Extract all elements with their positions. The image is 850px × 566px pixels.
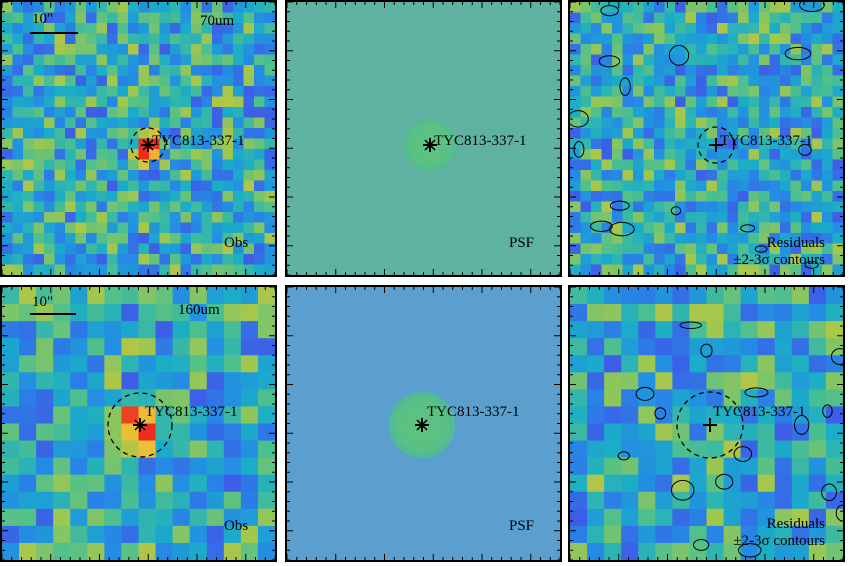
image-psf-70um: [287, 2, 560, 275]
aperture-circle: [130, 127, 166, 163]
pixel-map: [2, 287, 275, 560]
panel-label: Obs: [224, 235, 249, 251]
source-label: TYC813-337-1: [720, 133, 813, 149]
axis-ticks: [287, 2, 560, 275]
panel-res-70um: TYC813-337-1 Residuals ±2-3σ contours: [568, 0, 845, 277]
panel-label-line1: Residuals: [766, 235, 825, 251]
source-label: TYC813-337-1: [713, 404, 806, 420]
source-star-icon: [133, 418, 147, 432]
image-res-160um: [570, 287, 843, 560]
source-label: TYC813-337-1: [145, 404, 238, 420]
aperture-circle: [697, 126, 735, 164]
axis-ticks: [570, 287, 843, 560]
image-psf-160um: [287, 287, 560, 560]
aperture-circle: [107, 392, 173, 458]
pixel-map: [570, 287, 843, 560]
image-res-70um: [570, 2, 843, 275]
axis-ticks: [2, 2, 275, 275]
source-label: TYC813-337-1: [427, 404, 520, 420]
pixel-map: [570, 2, 843, 275]
panel-res-160um: TYC813-337-1 Residuals ±2-3σ contours: [568, 285, 845, 562]
pixel-map: [2, 2, 275, 275]
axis-ticks: [570, 2, 843, 275]
axis-ticks: [2, 287, 275, 560]
scale-label: 10": [32, 294, 54, 310]
panel-psf-70um: TYC813-337-1 PSF: [285, 0, 562, 277]
wavelength-label: 160um: [178, 302, 220, 318]
source-star-icon: [415, 418, 429, 432]
image-obs-70um: [2, 2, 275, 275]
panel-label-line2: ±2-3σ contours: [733, 533, 825, 549]
source-star-icon: [141, 138, 155, 152]
source-cross-icon: [703, 418, 717, 432]
panel-obs-160um: 10" 160um TYC813-337-1 Obs: [0, 285, 277, 562]
source-cross-icon: [709, 138, 723, 152]
panel-psf-160um: TYC813-337-1 PSF: [285, 285, 562, 562]
panel-label-line1: Residuals: [766, 516, 825, 532]
residual-contours: [570, 2, 825, 269]
aperture-circle: [676, 391, 744, 459]
source-label: TYC813-337-1: [152, 133, 245, 149]
wavelength-label: 70um: [200, 13, 235, 29]
panel-label: PSF: [509, 235, 535, 251]
panel-label: Obs: [224, 518, 249, 534]
source-star-icon: [423, 138, 437, 152]
scale-bar: [30, 32, 78, 34]
panel-label-line2: ±2-3σ contours: [733, 252, 825, 268]
image-obs-160um: [2, 287, 275, 560]
source-label: TYC813-337-1: [434, 133, 527, 149]
panel-obs-70um: 10" 70um TYC813-337-1 Obs: [0, 0, 277, 277]
scale-label: 10": [32, 11, 54, 27]
scale-bar: [30, 313, 76, 315]
axis-ticks: [287, 287, 560, 560]
panel-label: PSF: [509, 518, 535, 534]
